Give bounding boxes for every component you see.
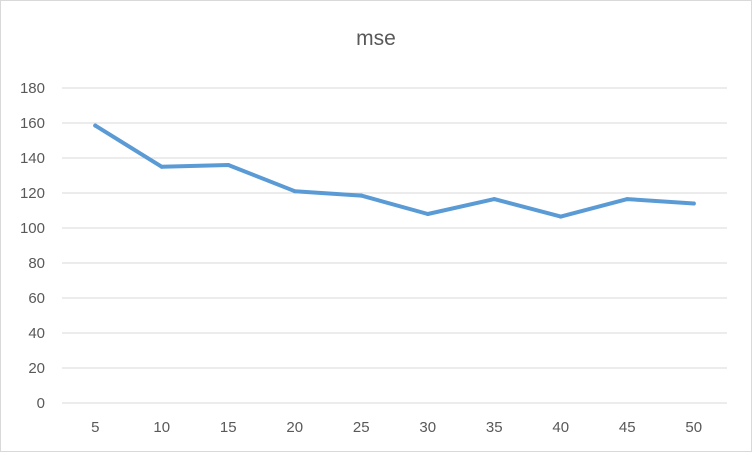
- gridlines: [62, 87, 727, 404]
- y-axis-ticks: 0 20 40 60 80 100 120 140 160 180: [20, 80, 45, 412]
- data-point: [691, 201, 696, 206]
- x-tick-label: 25: [353, 419, 370, 436]
- x-tick-label: 30: [419, 419, 436, 436]
- y-tick-label: 100: [20, 220, 45, 237]
- chart-title: mse: [356, 27, 396, 50]
- data-point: [159, 164, 164, 169]
- data-point: [93, 123, 98, 128]
- data-point: [425, 212, 430, 216]
- data-point: [226, 163, 231, 167]
- y-tick-label: 120: [20, 185, 45, 202]
- data-point: [359, 193, 364, 198]
- y-tick-label: 140: [20, 150, 45, 167]
- x-tick-label: 35: [486, 419, 503, 436]
- x-tick-label: 15: [220, 419, 237, 436]
- x-tick-label: 5: [91, 419, 99, 436]
- data-point: [292, 189, 297, 194]
- series-line-1: [93, 123, 696, 219]
- y-tick-label: 80: [28, 255, 45, 272]
- y-tick-label: 180: [20, 80, 45, 97]
- y-tick-label: 0: [37, 395, 45, 412]
- y-tick-label: 20: [28, 360, 45, 377]
- data-point: [492, 197, 497, 202]
- x-tick-label: 40: [552, 419, 569, 436]
- y-tick-label: 160: [20, 115, 45, 132]
- x-axis-ticks: 5 10 15 20 25 30 35 40 45 50: [91, 419, 702, 436]
- x-tick-label: 20: [286, 419, 303, 436]
- data-point: [558, 214, 563, 219]
- data-point: [625, 197, 630, 202]
- x-tick-label: 45: [619, 419, 636, 436]
- y-tick-label: 60: [28, 290, 45, 307]
- series-group: [93, 123, 696, 219]
- x-tick-label: 10: [153, 419, 170, 436]
- y-tick-label: 40: [28, 325, 45, 342]
- x-tick-label: 50: [685, 419, 702, 436]
